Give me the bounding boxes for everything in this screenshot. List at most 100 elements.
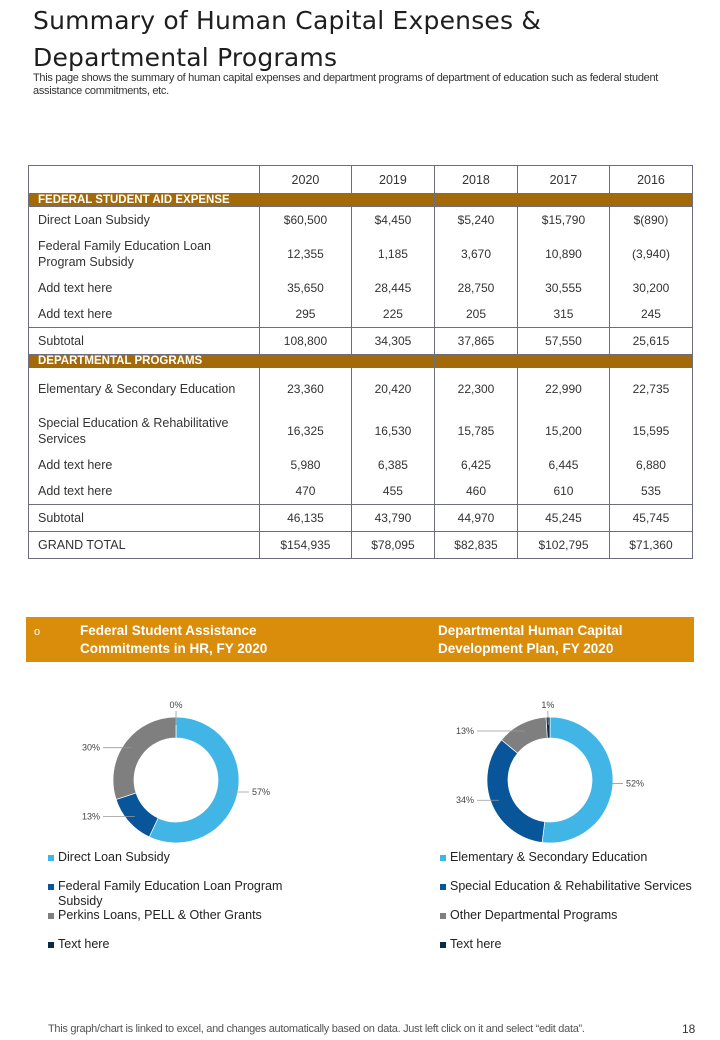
legend-item: Special Education & Rehabilitative Servi… [440, 879, 710, 894]
year-header: 2017 [517, 165, 610, 194]
subtotal-row: Subtotal 108,800 34,305 37,865 57,550 25,615 [28, 327, 694, 355]
cell-value: $71,360 [608, 531, 694, 559]
data-label: 30% [82, 743, 100, 753]
data-label: 52% [626, 778, 644, 788]
table-row: Add text here 295 225 205 315 245 [28, 301, 694, 328]
legend-label: Federal Family Education Loan Program Su… [58, 879, 283, 908]
cell-value: 28,445 [350, 275, 435, 301]
legend-label: Text here [450, 937, 502, 951]
cell-value: $4,450 [350, 206, 435, 233]
legend-label: Direct Loan Subsidy [58, 850, 170, 864]
row-label: Add text here [28, 478, 260, 505]
year-header: 2019 [350, 165, 435, 194]
year-header: 2018 [433, 165, 519, 194]
year-header: 2020 [259, 165, 352, 194]
section-row: DEPARTMENTAL PROGRAMS [28, 354, 694, 368]
cell-value: 16,530 [350, 410, 435, 452]
legend-label: Elementary & Secondary Education [450, 850, 648, 864]
cell-value: 34,305 [350, 327, 435, 355]
cell-value [350, 354, 435, 368]
cell-value [608, 193, 694, 207]
cell-value: 45,745 [608, 504, 694, 532]
cell-value [433, 354, 519, 368]
summary-table: 2020 2019 2018 2017 2016 FEDERAL STUDENT AID … [28, 165, 694, 559]
cell-value: 20,420 [350, 367, 435, 410]
legend-swatch-icon [48, 942, 54, 948]
cell-value: $15,790 [517, 206, 610, 233]
cell-value: $78,095 [350, 531, 435, 559]
data-label: 13% [456, 726, 474, 736]
cell-value: 30,555 [517, 275, 610, 301]
cell-value: 25,615 [608, 327, 694, 355]
cell-value: $154,935 [259, 531, 352, 559]
cell-value: 45,245 [517, 504, 610, 532]
cell-value [433, 193, 519, 207]
row-label: Elementary & Secondary Education [28, 367, 260, 410]
chart-section-header: o Federal Student Assistance Commitments… [26, 617, 694, 662]
row-label: FEDERAL STUDENT AID EXPENSE [28, 193, 260, 207]
cell-value: 6,385 [350, 452, 435, 478]
header-blank [28, 165, 260, 194]
legend-item: Direct Loan Subsidy [48, 850, 318, 865]
page-subtitle: This page shows the summary of human cap… [33, 72, 659, 97]
section-row: FEDERAL STUDENT AID EXPENSE [28, 193, 694, 207]
title-line-1: Summary of Human Capital Expenses & [33, 6, 542, 35]
page-number: 18 [682, 1022, 696, 1036]
cell-value: 10,890 [517, 233, 610, 275]
cell-value: 455 [350, 478, 435, 505]
legend-item: Text here [48, 937, 318, 952]
data-label: 34% [456, 795, 474, 805]
legend-swatch-icon [48, 855, 54, 861]
cell-value: 5,980 [259, 452, 352, 478]
cell-value [517, 193, 610, 207]
footer-note: This graph/chart is linked to excel, and… [48, 1023, 585, 1035]
legend-swatch-icon [48, 884, 54, 890]
cell-value [517, 354, 610, 368]
left-chart-title: Federal Student Assistance Commitments i… [80, 623, 268, 656]
legend-label: Special Education & Rehabilitative Servi… [450, 879, 692, 893]
data-label: 0% [169, 700, 182, 710]
row-label: Add text here [28, 301, 260, 328]
table-header-row: 2020 2019 2018 2017 2016 [28, 165, 694, 194]
cell-value: 37,865 [433, 327, 519, 355]
row-label: GRAND TOTAL [28, 531, 260, 559]
cell-value: 3,670 [433, 233, 519, 275]
legend-swatch-icon [440, 942, 446, 948]
data-label: 57% [252, 787, 270, 797]
cell-value: 15,595 [608, 410, 694, 452]
data-label: 1% [541, 700, 554, 710]
cell-value: 535 [608, 478, 694, 505]
donut-slice [112, 716, 177, 800]
donut-slice [148, 716, 240, 844]
year-header: 2016 [608, 165, 694, 194]
table-row: Elementary & Secondary Education 23,360 20… [28, 367, 694, 410]
subtotal-row: Subtotal 46,135 43,790 44,970 45,245 45,745 [28, 504, 694, 532]
cell-value: 28,750 [433, 275, 519, 301]
page-title: Summary of Human Capital Expenses & Depar… [33, 2, 541, 76]
legend-label: Other Departmental Programs [450, 908, 618, 922]
cell-value: 315 [517, 301, 610, 328]
row-label: Subtotal [28, 327, 260, 355]
right-chart-title: Departmental Human Capital Development P… [438, 623, 623, 656]
cell-value: $60,500 [259, 206, 352, 233]
donut-slice [541, 716, 614, 844]
cell-value: $5,240 [433, 206, 519, 233]
cell-value: 15,200 [517, 410, 610, 452]
cell-value: 295 [259, 301, 352, 328]
donut-slice [115, 792, 159, 838]
row-label: Subtotal [28, 504, 260, 532]
table-row: Add text here 470 455 460 610 535 [28, 478, 694, 505]
cell-value: 225 [350, 301, 435, 328]
legend-swatch-icon [440, 855, 446, 861]
donut-slice [545, 716, 551, 739]
cell-value: 23,360 [259, 367, 352, 410]
legend-item: Text here [440, 937, 710, 952]
row-label: Federal Family Education Loan Program Su… [28, 233, 260, 275]
cell-value [259, 193, 352, 207]
row-label: Direct Loan Subsidy [28, 206, 260, 233]
row-label: Add text here [28, 452, 260, 478]
cell-value: 470 [259, 478, 352, 505]
cell-value [259, 354, 352, 368]
table-row: Federal Family Education Loan Program Su… [28, 233, 694, 275]
cell-value: 46,135 [259, 504, 352, 532]
